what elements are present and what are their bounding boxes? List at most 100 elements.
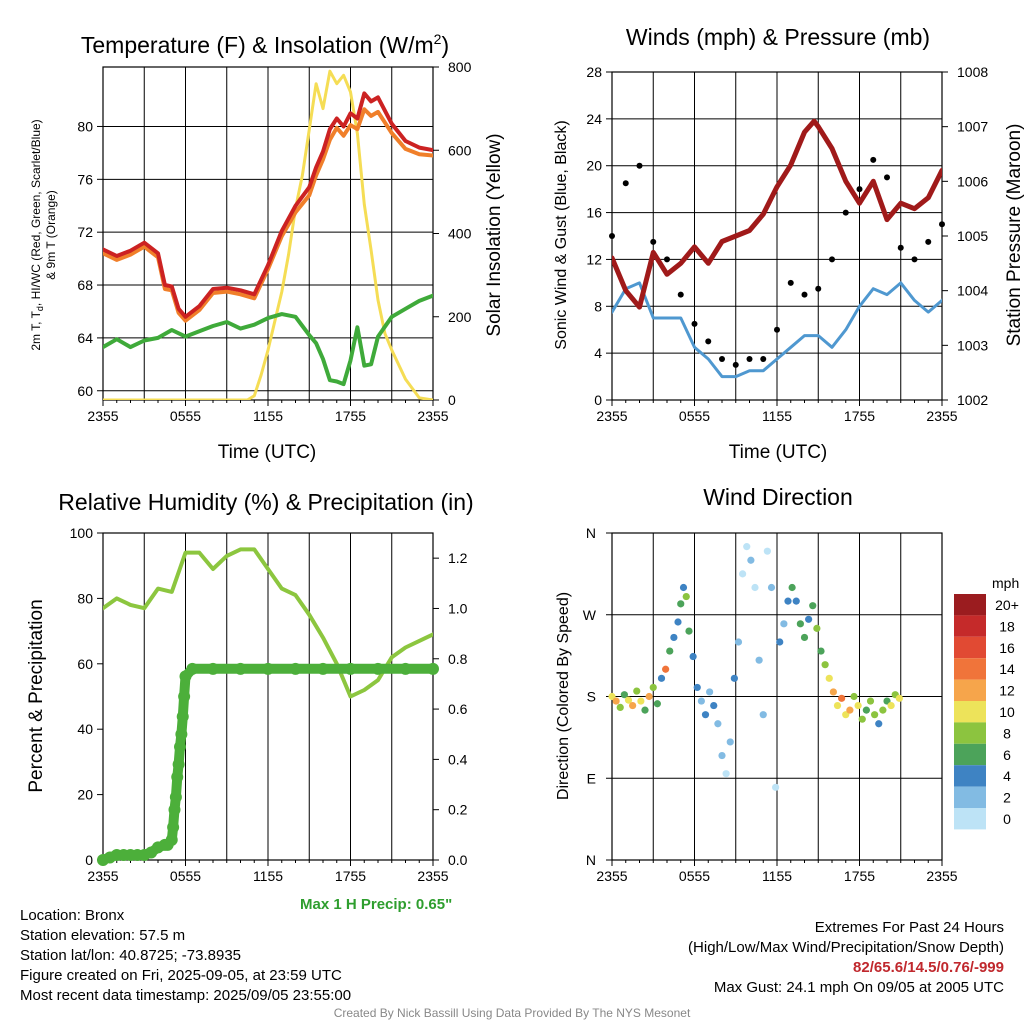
colorbar-label: 20+ [995,597,1019,613]
colorbar-swatch [954,722,986,744]
gust-point [636,162,643,169]
colorbar-label: 6 [1003,747,1011,763]
gust-point [774,326,780,333]
humidity-y-tick-label: 20 [77,787,93,803]
wind-direction-point [693,683,701,692]
temperature-x-label: Time (UTC) [218,442,317,463]
gust-point [705,338,712,345]
x-tick-label: 2355 [926,868,957,884]
colorbar-swatch [954,786,986,808]
temperature-y-tick-label: 64 [77,330,93,346]
wind-direction-point [796,620,804,628]
credit-text: Created By Nick Bassill Using Data Provi… [333,1006,691,1020]
humidity-y-tick-label: 80 [77,590,93,606]
wind-direction-point [763,547,771,555]
wind-direction-point [641,706,649,714]
wind-direction-point [637,697,645,705]
humidity-y-label: Percent & Precipitation [26,599,47,792]
wind-direction-point [726,738,734,746]
wind-direction-point [788,583,796,592]
wind-direction-point [689,652,697,661]
extremes-title: Extremes For Past 24 Hours [814,919,1004,936]
pressure-y2-tick-label: 1007 [957,119,988,135]
extremes-desc: (High/Low/Max Wind/Precipitation/Snow De… [688,939,1004,956]
colorbar-swatch [954,594,986,616]
wind-direction-point [730,674,738,682]
wind-y-tick-label: 4 [594,345,602,361]
wind-direction-point [657,674,666,682]
extremes-values: 82/65.6/14.5/0.76/-999 [853,959,1004,976]
temperature-y-label-line2: & 9m T (Orange) [44,190,58,280]
wind-direction-point [645,692,653,701]
station-info: Location: Bronx Station elevation: 57.5 … [20,906,351,1006]
direction-tick-label: N [586,852,596,868]
wind-direction-point [649,683,657,692]
winds-panel-title: Winds (mph) & Pressure (mb) [626,24,930,50]
temperature-y-tick-label: 60 [77,383,93,399]
wind-direction-point [624,696,633,704]
precip-y2-tick-label: 1.2 [448,550,468,566]
x-tick-label: 1755 [844,868,875,884]
wind-y-tick-label: 28 [586,64,602,80]
x-tick-label: 2355 [926,408,957,424]
created-text: Figure created on Fri, 2025-09-05, at 23… [20,967,342,984]
pressure-y2-tick-label: 1006 [957,173,988,189]
wind-direction-point [674,618,682,626]
max-precip-note: Max 1 H Precip: 0.65" [300,896,453,913]
wind-direction-point [751,583,759,592]
max-gust-text: Max Gust: 24.1 mph On 09/05 at 2005 UTC [713,979,1004,996]
x-tick-label: 2355 [596,868,627,884]
colorbar-label: 16 [999,640,1015,656]
wind-direction-point [666,647,674,655]
wind-direction-point [800,633,809,642]
gust-point [650,238,657,245]
colorbar-unit-label: mph [992,575,1019,591]
wind-direction-point [653,700,661,708]
gust-point [842,209,849,216]
winds-panel: Winds (mph) & Pressure (mb) Time (UTC) S… [553,24,1024,463]
x-tick-label: 0555 [679,868,710,884]
colorbar-label: 10 [999,704,1015,720]
colorbar-label: 12 [999,683,1015,699]
colorbar-swatch [954,615,986,637]
wind-direction-point [722,770,730,778]
gust-point [856,186,863,193]
colorbar-swatch [954,808,986,830]
wind-direction-point [710,701,718,710]
wind-direction-panel: Wind Direction Direction (Colored By Spe… [555,484,1019,884]
wind-direction-point [662,665,670,673]
winds-x-label: Time (UTC) [729,442,828,463]
colorbar-label: 4 [1003,768,1011,784]
wind-direction-point [612,697,620,705]
wind-direction-point [887,701,895,710]
precip-y2-tick-label: 0.2 [448,802,468,818]
direction-tick-label: N [586,525,596,541]
wind-direction-point [833,701,842,710]
wind-direction-point [879,706,887,714]
wind-direction-point [616,703,624,712]
direction-tick-label: S [587,689,596,705]
wind-direction-point [697,697,705,705]
gust-point [760,356,767,362]
pressure-y2-tick-label: 1004 [957,283,988,299]
location-text: Location: Bronx [20,907,125,924]
humidity-y-tick-label: 40 [77,721,93,737]
gust-point [870,156,877,163]
x-tick-label: 2355 [596,408,627,424]
wind-direction-point [792,597,800,605]
wind-y-tick-label: 12 [586,251,602,267]
wind-direction-panel-title: Wind Direction [703,484,853,510]
wind-direction-point [776,638,784,646]
colorbar-swatch [954,765,986,787]
wind-direction-point [862,706,870,714]
temp-2m-series-line [103,91,433,319]
wind-direction-point [871,711,879,719]
wind-direction-point [838,694,846,702]
precip-y2-tick-label: 0.8 [448,651,468,667]
wind-y-tick-label: 0 [594,392,602,408]
x-tick-label: 0555 [170,868,201,884]
wind-direction-point [718,751,726,760]
humidity-series-line [103,547,433,699]
temperature-panel: Temperature (F) & Insolation (W/m2) Time… [29,31,505,463]
wind-y-tick-label: 24 [586,111,602,127]
